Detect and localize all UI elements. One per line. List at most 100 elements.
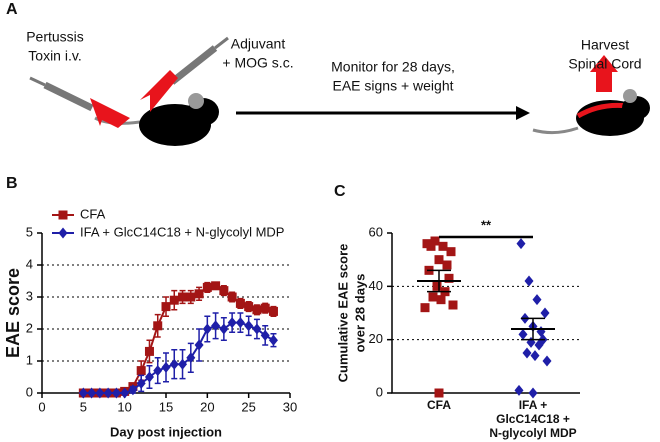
marker xyxy=(235,317,245,329)
marker xyxy=(128,384,138,396)
marker xyxy=(442,260,452,270)
marker xyxy=(514,384,524,396)
marker xyxy=(235,298,245,308)
marker xyxy=(522,347,532,359)
annotation: ** xyxy=(481,217,492,232)
x-tick-label: CFA xyxy=(427,398,451,412)
marker xyxy=(219,286,229,296)
diagram-label: Monitor for 28 days, xyxy=(331,59,455,75)
marker xyxy=(186,352,196,364)
marker xyxy=(136,377,146,389)
marker xyxy=(516,238,526,250)
marker xyxy=(202,323,212,335)
marker xyxy=(542,355,552,367)
marker xyxy=(540,307,550,319)
diagram-label: Harvest xyxy=(581,37,629,53)
marker xyxy=(169,358,179,370)
marker xyxy=(161,361,171,373)
marker xyxy=(144,346,154,356)
diagram-label: Pertussis xyxy=(26,29,84,45)
y-tick-label: 60 xyxy=(369,224,383,239)
x-tick-label: 5 xyxy=(80,399,87,414)
marker xyxy=(194,339,204,351)
x-tick-label: IFA + xyxy=(519,398,548,412)
marker xyxy=(153,321,163,331)
x-tick-label: 20 xyxy=(200,399,214,414)
panel-label: A xyxy=(6,1,18,18)
marker xyxy=(211,320,221,332)
legend-label: IFA + GlcC14C18 + N-glycolyl MDP xyxy=(80,224,284,239)
y-tick-label: 0 xyxy=(26,384,33,399)
marker xyxy=(268,334,278,346)
marker xyxy=(144,371,154,383)
panel-label: C xyxy=(334,183,346,200)
y-tick-label: 3 xyxy=(26,288,33,303)
y-axis-label: EAE score xyxy=(3,268,23,358)
x-tick-label: 30 xyxy=(283,399,297,414)
marker xyxy=(186,292,196,302)
marker xyxy=(426,241,436,251)
marker xyxy=(87,387,97,399)
y-tick-label: 5 xyxy=(26,224,33,239)
sem-bar xyxy=(427,269,451,293)
marker xyxy=(169,295,179,305)
marker xyxy=(532,294,542,306)
marker xyxy=(524,275,534,287)
diagram-label: Spinal Cord xyxy=(568,56,641,72)
y-tick-label: 0 xyxy=(376,384,383,399)
marker xyxy=(444,273,454,283)
x-tick-label: 25 xyxy=(241,399,255,414)
marker xyxy=(153,365,163,377)
y-axis-label: Cumulative EAE score xyxy=(335,244,350,383)
marker xyxy=(260,303,270,313)
legend-marker xyxy=(58,210,68,220)
marker xyxy=(536,326,546,338)
marker xyxy=(446,247,456,257)
y-tick-label: 20 xyxy=(369,331,383,346)
diagram-label: EAE signs + weight xyxy=(332,78,453,94)
marker xyxy=(219,323,229,335)
marker xyxy=(530,350,540,362)
marker xyxy=(103,387,113,399)
marker xyxy=(95,387,105,399)
marker xyxy=(438,241,448,251)
marker xyxy=(428,292,438,302)
mouse-illustration xyxy=(29,36,229,146)
marker xyxy=(534,339,544,351)
marker xyxy=(432,281,442,291)
diagram-label: Toxin i.v. xyxy=(28,48,81,64)
y-axis-label: over 28 days xyxy=(352,274,367,353)
marker xyxy=(161,302,171,312)
marker xyxy=(434,255,444,265)
marker xyxy=(420,303,430,313)
sem-bar xyxy=(521,317,545,341)
marker xyxy=(244,320,254,332)
y-tick-label: 2 xyxy=(26,320,33,335)
marker xyxy=(436,295,446,305)
legend-label: CFA xyxy=(80,206,106,221)
diagram-label: + MOG s.c. xyxy=(222,55,293,71)
marker xyxy=(430,236,440,246)
marker xyxy=(448,300,458,310)
legend-marker xyxy=(58,227,68,239)
marker xyxy=(227,292,237,302)
marker xyxy=(202,282,212,292)
marker xyxy=(434,388,444,398)
marker xyxy=(136,366,146,376)
axis xyxy=(391,233,580,394)
marker xyxy=(252,305,262,315)
x-tick-label: N-glycolyl MDP xyxy=(489,426,576,440)
marker xyxy=(78,387,88,399)
x-tick-label: 15 xyxy=(159,399,173,414)
panel-label: B xyxy=(6,175,18,192)
diagram-label: Adjuvant xyxy=(231,36,286,52)
y-tick-label: 40 xyxy=(369,278,383,293)
marker xyxy=(268,306,278,316)
marker xyxy=(178,292,188,302)
y-tick-label: 1 xyxy=(26,352,33,367)
series-line xyxy=(83,321,274,394)
mouse-illustration xyxy=(532,55,650,136)
marker xyxy=(227,317,237,329)
marker xyxy=(260,329,270,341)
